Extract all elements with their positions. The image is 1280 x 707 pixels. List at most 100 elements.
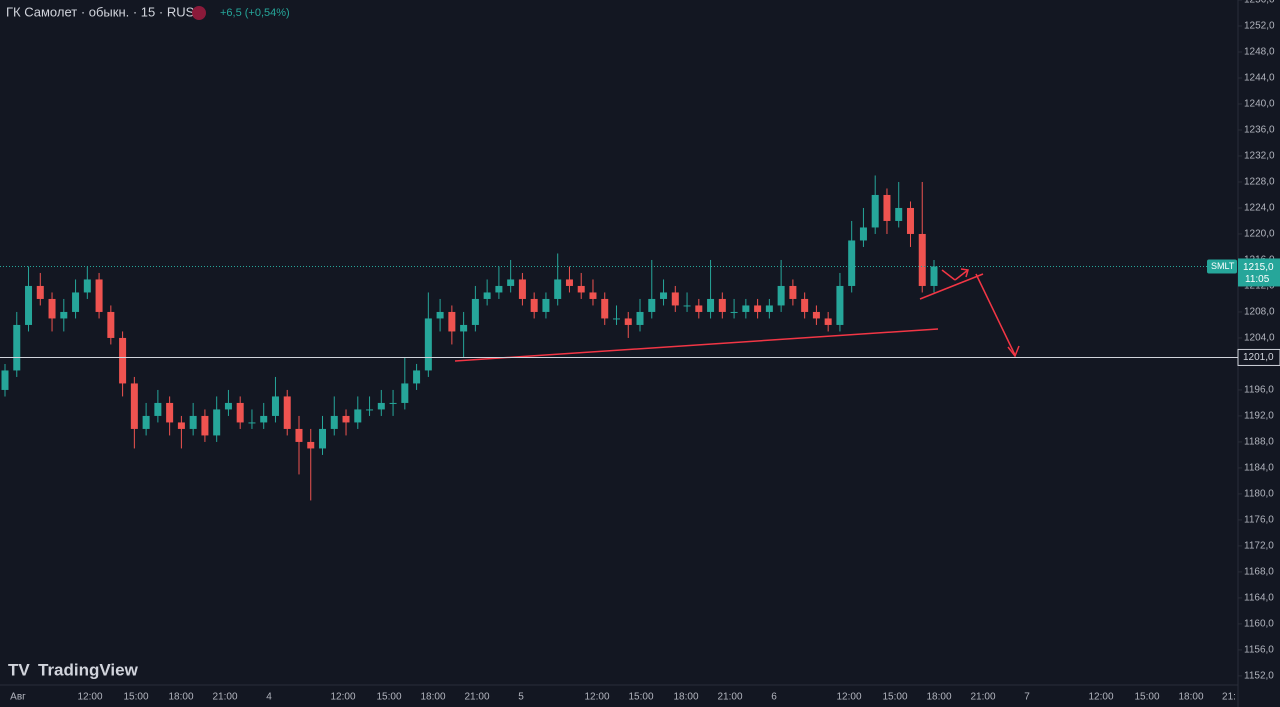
candle-body (260, 415, 268, 423)
candle-body (871, 194, 879, 228)
candle-body (660, 292, 668, 299)
candle-body (271, 396, 279, 416)
candle-body (25, 285, 33, 325)
y-tick-label: 1228,0 (1244, 177, 1275, 188)
candle-body (95, 279, 103, 312)
candle-body (695, 305, 703, 312)
level-tag (1237, 348, 1280, 366)
candle-body (142, 415, 150, 429)
candle-body (413, 370, 421, 384)
x-tick-label: 15:00 (1134, 692, 1159, 703)
candle-body (389, 402, 397, 404)
x-tick-label: 18:00 (926, 692, 951, 703)
price-tag (1238, 258, 1280, 287)
y-tick-label: 1192,0 (1244, 411, 1274, 422)
candle-body (471, 298, 479, 325)
candle-body (201, 415, 209, 436)
candle-body (154, 402, 162, 416)
plot (1, 175, 938, 501)
arrow (954, 269, 969, 281)
x-tick-label: 18:00 (168, 692, 193, 703)
candle-body (460, 324, 468, 332)
candle-body (295, 428, 303, 442)
drawings (454, 268, 1020, 362)
x-tick-label: 21: (1222, 692, 1236, 703)
header: ГК Самолет · обыкн. · 15 · RUS +6,5 (+0,… (6, 4, 290, 20)
candle-body (448, 311, 456, 332)
candle-body (612, 318, 620, 320)
candle-body (883, 194, 891, 221)
y-tick-label: 1240,0 (1244, 99, 1275, 110)
candle-body (107, 311, 115, 338)
candle-body (248, 422, 256, 424)
candle-body (648, 298, 656, 312)
candle-body (130, 383, 138, 429)
symbol: SMLT (1211, 261, 1235, 271)
x-tick-label: 18:00 (420, 692, 445, 703)
candle-body (554, 279, 562, 299)
candle-body (1, 370, 9, 390)
x-tick-label: 12:00 (836, 692, 861, 703)
x-tick-label: 4 (266, 692, 272, 703)
candle-body (342, 415, 350, 423)
candle-body (718, 298, 726, 312)
y-tick-label: 1208,0 (1244, 307, 1275, 318)
candle-body (683, 305, 691, 307)
candle-body (119, 337, 127, 384)
x-tick-label: 15:00 (376, 692, 401, 703)
candle-body (48, 298, 56, 319)
candle-body (189, 415, 197, 429)
trend-line (454, 328, 939, 362)
x-tick-label: 5 (518, 692, 524, 703)
candle-body (213, 409, 221, 436)
candle-body (707, 298, 715, 312)
candle-body (401, 383, 409, 403)
candle-body (319, 428, 327, 449)
arrow (941, 269, 956, 281)
y-tick-label: 1204,0 (1244, 333, 1275, 344)
arrow-head (960, 268, 969, 278)
y-tick-label: 1156,0 (1244, 645, 1274, 656)
candle-body (765, 305, 773, 312)
x-tick-label: 18:00 (673, 692, 698, 703)
y-tick-label: 1224,0 (1244, 203, 1275, 214)
x-tick-label: 7 (1024, 692, 1030, 703)
title: ГК Самолет · обыкн. · 15 · RUS (6, 4, 195, 19)
y-tick-label: 1160,0 (1244, 619, 1274, 630)
candle-body (354, 409, 362, 423)
x-tick-label: 15:00 (882, 692, 907, 703)
y-tick-label: 1164,0 (1244, 593, 1274, 604)
x-tick-label: 15:00 (123, 692, 148, 703)
candle-body (812, 311, 820, 319)
x-tick-label: Авг (10, 692, 26, 703)
trend-line (919, 273, 984, 300)
candle-body (530, 298, 538, 312)
candle-body (859, 227, 867, 241)
candle-body (636, 311, 644, 325)
y-tick-label: 1232,0 (1244, 151, 1275, 162)
candle-body (848, 240, 856, 286)
y-tick-label: 1244,0 (1244, 73, 1275, 84)
y-tick-label: 1252,0 (1244, 21, 1275, 32)
candle-body (518, 279, 526, 299)
x-tick-label: 21:00 (212, 692, 237, 703)
candle-body (542, 298, 550, 312)
candle-body (236, 402, 244, 423)
candle-body (671, 292, 679, 306)
candle-body (307, 441, 315, 449)
candle-body (589, 292, 597, 299)
x-tick-label: 21:00 (970, 692, 995, 703)
y-tick-label: 1196,0 (1244, 385, 1274, 396)
y-tick-label: 1180,0 (1244, 489, 1274, 500)
candle-body (577, 285, 585, 293)
x-tick-label: 6 (771, 692, 777, 703)
candle-body (283, 396, 291, 429)
watermark: TradingView (38, 660, 139, 679)
logo: TV TradingView (8, 660, 139, 679)
change: +6,5 (+0,54%) (220, 7, 290, 19)
candle-body (906, 207, 914, 234)
arrow-head (1007, 345, 1020, 358)
candle-body (742, 305, 750, 312)
